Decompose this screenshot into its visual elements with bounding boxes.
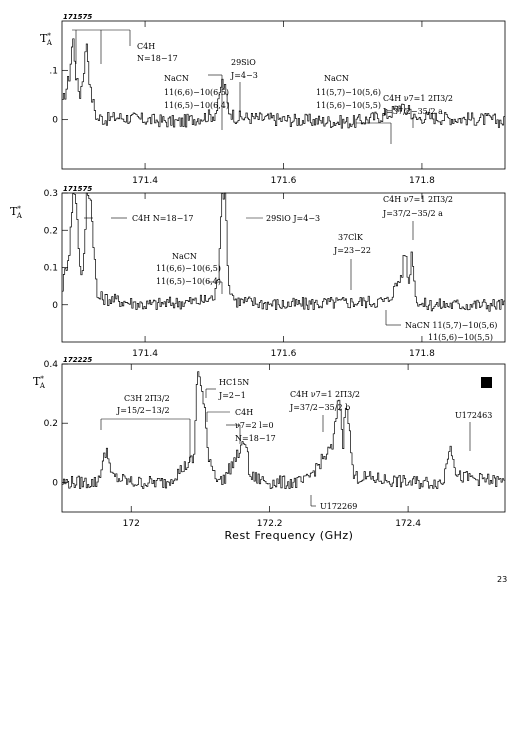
panel-2: 171575 T* A 0 0.1 0.2 0.3 171.4 171.6 171.8 C4… [10, 185, 506, 359]
p2-ann-29sio: 29SiO J=4−3 [266, 214, 320, 223]
x-tick-label: 171.8 [409, 349, 435, 359]
panel-1-annotations: C4H N=18−17 NaCN 11(6,6)−10(6,5) 11(6,5)… [72, 29, 453, 144]
p1-ann-29sio: 29SiO [231, 58, 256, 67]
panel-3-spectrum [62, 371, 505, 489]
y-tick-label: 0 [52, 301, 58, 311]
panel-2-spectrum [62, 192, 505, 312]
p2-ann-nacn-b: NaCN 11(5,7)−10(5,6) [405, 321, 497, 330]
x-tick-label: 171.6 [271, 176, 297, 186]
p3-ann-c3h-j: J=15/2−13/2 [116, 406, 170, 415]
p3-ann-hc15n: HC15N [219, 378, 249, 387]
p2-ann-nacn-b2: 11(5,6)−10(5,5) [428, 333, 493, 342]
p3-ann-c4h-v7: ν7=2 l=0 [235, 421, 274, 430]
panel-1-id: 171575 [63, 13, 92, 21]
p3-ann-c4h-n: N=18−17 [235, 434, 276, 443]
panel-3-yticks: 0 0.2 0.4 [44, 360, 68, 488]
p3-ann-c3h: C3H 2Π3/2 [124, 394, 170, 403]
x-tick-label: 171.4 [132, 349, 158, 359]
panel-3: 172225 T* A 0 0.2 0.4 172 172.2 172.4 C3H 2Π3… [33, 356, 506, 542]
p2-ann-c4h: C4H N=18−17 [132, 214, 194, 223]
p2-ann-37clk-j: J=23−22 [333, 246, 371, 255]
panel-2-yticks: 0 0.1 0.2 0.3 [44, 189, 68, 311]
p3-ann-c4h: C4H [235, 408, 253, 417]
filled-square-marker [481, 377, 492, 388]
p2-ann-c4h-v7-j: J=37/2−35/2 a [382, 209, 443, 218]
panel-3-annotations: C3H 2Π3/2 J=15/2−13/2 HC15N J=2−1 C4H ν7… [100, 378, 492, 511]
panel-3-frame [61, 363, 506, 513]
p1-ann-nacn-b1: 11(5,7)−10(5,6) [316, 88, 381, 97]
y-tick-label: 0.4 [44, 360, 59, 370]
panel-2-annotations: C4H N=18−17 NaCN 11(6,6)−10(6,5) 11(6,5)… [84, 195, 497, 342]
p1-ann-c4h: C4H [137, 42, 155, 51]
p1-ann-nacn-1: 11(6,6)−10(6,5) [164, 88, 229, 97]
p2-ann-c4h-v7: C4H ν7=1 2Π3/2 [383, 195, 453, 204]
p1-ann-nacn-b2: 11(5,6)−10(5,5) [316, 101, 381, 110]
x-tick-label: 172 [123, 519, 140, 529]
page-number: 23 [497, 575, 508, 584]
x-tick-label: 171.6 [271, 349, 297, 359]
p1-ann-nacn-2: 11(6,5)−10(6,4) [164, 101, 229, 110]
p3-ann-c4h-b-j: J=37/2−35/2 b [289, 403, 350, 412]
panel-2-ylabel: T* A [10, 205, 23, 220]
x-tick-label: 171.4 [132, 176, 158, 186]
panel-2-xticks: 171.4 171.6 171.8 [132, 193, 435, 359]
p3-ann-c4h-b: C4H ν7=1 2Π3/2 [290, 390, 360, 399]
panel-1-spectrum [62, 38, 505, 129]
p2-ann-nacn: NaCN [172, 252, 197, 261]
p1-ann-c4h-v7: C4H ν7=1 2Π3/2 [383, 94, 453, 103]
y-tick-label: 0 [52, 116, 58, 126]
p1-ann-29sio-j: J=4−3 [230, 71, 258, 80]
p3-ann-u172269: U172269 [320, 502, 357, 511]
y-tick-label: 0.2 [44, 226, 58, 236]
panel-3-id: 172225 [63, 356, 92, 364]
y-tick-label: .1 [49, 66, 58, 76]
x-tick-label: 172.2 [257, 519, 283, 529]
p2-ann-37clk: 37ClK [338, 233, 364, 242]
p1-ann-c4h-v7-j: J=37/2−35/2 a [382, 107, 443, 116]
y-tick-label: 0 [52, 478, 58, 488]
p1-ann-nacn: NaCN [164, 74, 189, 83]
y-tick-label: 0.3 [44, 189, 58, 199]
p3-ann-hc15n-j: J=2−1 [218, 391, 246, 400]
panel-3-xticks: 172 172.2 172.4 [123, 364, 421, 529]
p1-ann-c4h-n: N=18−17 [137, 54, 178, 63]
panel-1-xticks: 171.4 171.6 171.8 [132, 21, 435, 186]
panel-2-id: 171575 [63, 185, 92, 193]
p2-ann-nacn-2: 11(6,5)−10(6,4) [156, 277, 221, 286]
p1-ann-nacn-b: NaCN [324, 74, 349, 83]
panel-1: 171575 T* A 0.1 171.4 171.6 171.8 C4H N=18−… [40, 13, 506, 186]
p2-ann-nacn-1: 11(6,6)−10(6,5) [156, 264, 221, 273]
panel-1-ylabel: T* A [40, 32, 53, 47]
panel-3-ylabel: T* A [33, 375, 46, 390]
p3-ann-u172463: U172463 [455, 411, 492, 420]
y-tick-label: 0.1 [44, 264, 58, 274]
x-tick-label: 171.8 [409, 176, 435, 186]
x-tick-label: 172.4 [395, 519, 421, 529]
y-tick-label: 0.2 [44, 419, 58, 429]
x-axis-label: Rest Frequency (GHz) [225, 529, 354, 542]
panel-1-yticks: 0.1 [49, 66, 68, 126]
